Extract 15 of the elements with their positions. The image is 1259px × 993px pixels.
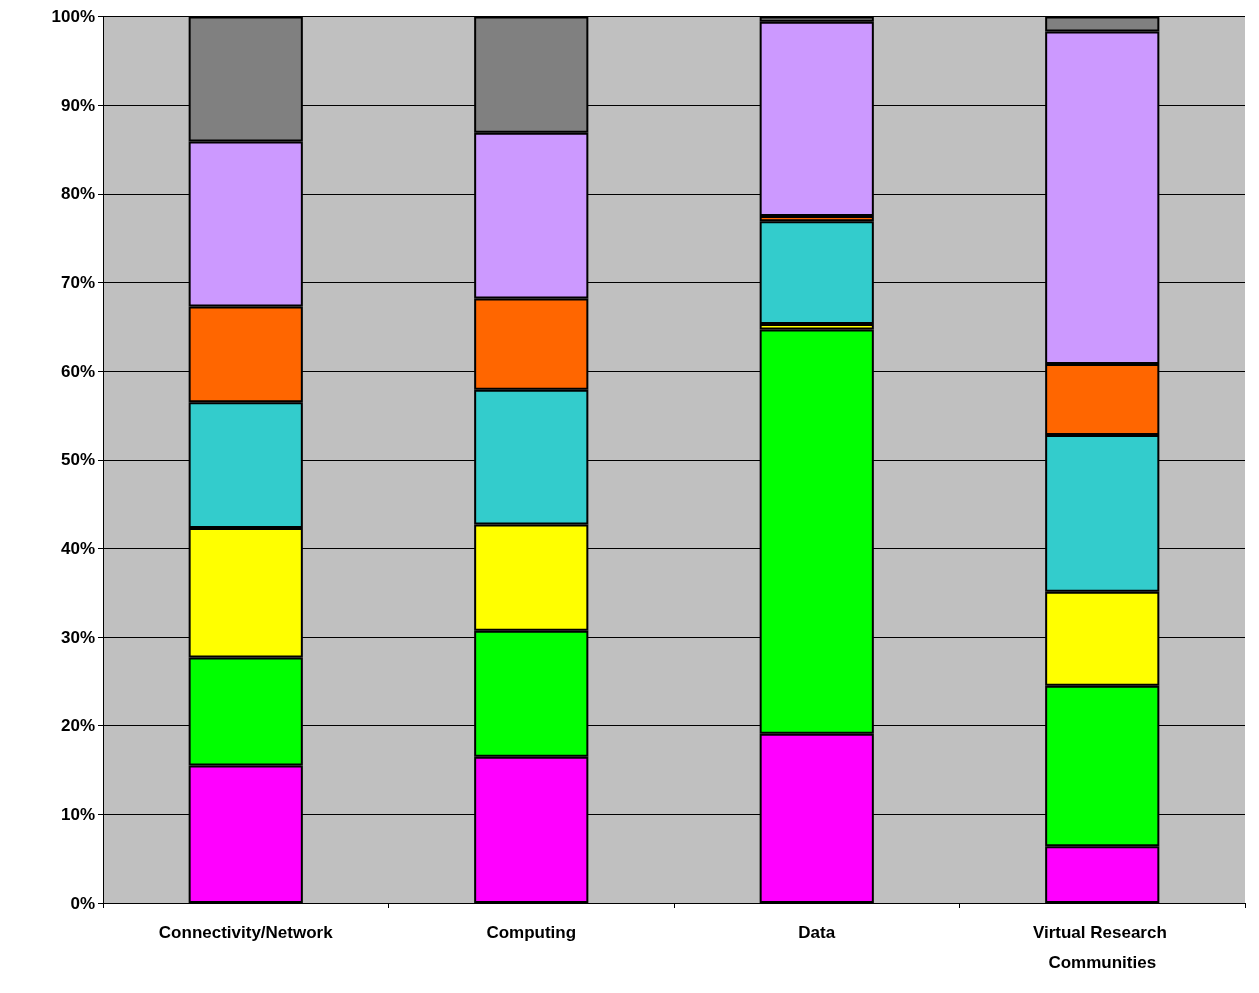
y-tick-label: 20%	[60, 716, 95, 736]
y-tick-label: 60%	[60, 361, 95, 381]
y-tick-label: 90%	[60, 95, 95, 115]
y-tick-label: 10%	[60, 804, 95, 824]
x-tick-label: Virtual Research Communities	[1032, 922, 1172, 972]
x-tick-label: Connectivity/Network	[158, 922, 334, 942]
x-tick-label: Data	[798, 922, 836, 942]
y-tick-label: 100%	[51, 7, 95, 26]
y-tick-label: 30%	[60, 627, 95, 647]
y-tick-label: 40%	[60, 538, 95, 558]
x-tick-label: Computing	[486, 922, 577, 942]
y-tick-label: 80%	[60, 184, 95, 204]
y-tick-label: 50%	[60, 450, 95, 470]
y-tick-label: 70%	[60, 272, 95, 292]
y-tick-label: 0%	[70, 893, 95, 913]
